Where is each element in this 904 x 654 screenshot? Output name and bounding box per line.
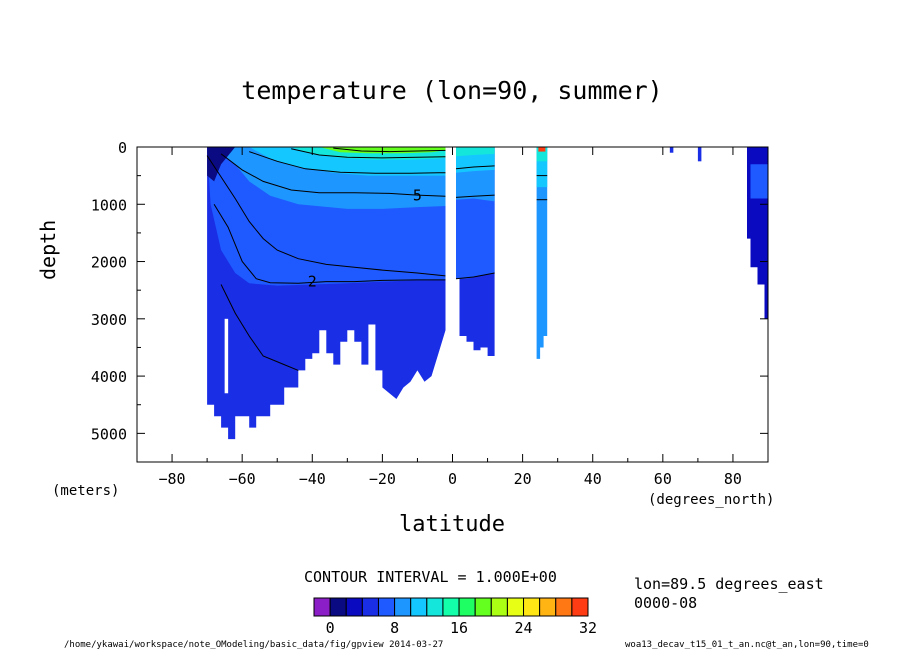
y-tick-label: 1000 (91, 196, 127, 214)
colorbar-swatch (426, 597, 444, 617)
x-tick-label: 60 (654, 470, 672, 488)
time-info: 0000-08 (634, 594, 698, 612)
y-tick-label: 0 (118, 139, 127, 157)
shelf-patch-70 (697, 147, 702, 162)
y-tick-label: 4000 (91, 368, 127, 386)
antarctic-shelf-region (207, 147, 236, 182)
x-tick-label: 80 (724, 470, 742, 488)
contour-line-2 (220, 284, 299, 371)
x-tick-label: 40 (584, 470, 602, 488)
x-tick-label: 0 (448, 470, 457, 488)
footer-source: woa13_decav_t15_01_t_an.nc@t_an,lon=90,t… (625, 640, 869, 650)
contour-label-0: 2 (308, 273, 317, 291)
contour-interval: CONTOUR INTERVAL = 1.000E+00 (304, 568, 557, 586)
temperature-field (207, 147, 768, 440)
colorbar-swatch (345, 597, 363, 617)
colorbar-label: 16 (450, 619, 468, 637)
contour-line-8 (455, 272, 495, 280)
ridge-gap (224, 318, 229, 394)
contour-line-0 (206, 155, 446, 277)
colorbar-swatch (506, 597, 525, 617)
contour-line-5 (291, 148, 446, 159)
colorbar-swatch (410, 597, 428, 617)
contour-line-7 (455, 194, 495, 198)
y-tick-label: 2000 (91, 254, 127, 272)
y-tick-label: 5000 (91, 425, 127, 443)
contour-lines (206, 147, 548, 371)
colorbar-swatch (361, 597, 379, 617)
shelf-patch-62 (669, 147, 674, 153)
chart-title: temperature (lon=90, summer) (241, 76, 663, 105)
colorbar-swatch (394, 597, 412, 617)
contour-label-1: 5 (413, 187, 422, 205)
x-tick-label: −20 (369, 470, 396, 488)
colorbar-swatch (458, 597, 476, 617)
y-axis: 0 1000 2000 3000 4000 5000 (91, 139, 768, 443)
y-axis-label: depth (36, 219, 60, 280)
longitude-info: lon=89.5 degrees_east (634, 575, 824, 593)
contour-labels: 25 (308, 187, 422, 291)
contour-line-4 (249, 151, 446, 174)
seamount-column (214, 330, 218, 382)
y-axis-units: (meters) (52, 483, 120, 499)
x-tick-label: −80 (159, 470, 186, 488)
colorbar-swatch (313, 597, 331, 617)
colorbar-swatch (571, 597, 589, 617)
bay-of-bengal-warm (456, 147, 495, 157)
x-tick-label: 20 (514, 470, 532, 488)
contour-line-1 (213, 204, 446, 284)
colorbar-swatch (523, 597, 541, 617)
x-axis-units: (degrees_north) (648, 492, 775, 508)
colorbar-label: 8 (390, 619, 399, 637)
contour-line-6 (333, 147, 446, 153)
colorbar-label: 24 (514, 619, 532, 637)
arabian-surface (538, 147, 546, 152)
x-tick-label: −40 (299, 470, 326, 488)
y-tick-label: 3000 (91, 311, 127, 329)
x-axis: −80 −60 −40 −20 0 20 40 60 80 (136, 147, 769, 488)
colorbar-label: 0 (326, 619, 335, 637)
contour-line-9 (455, 165, 495, 170)
colorbar-swatch (442, 597, 460, 617)
colorbar-swatch (490, 597, 508, 617)
colorbar-swatch (377, 597, 396, 617)
colorbar-swatch (539, 597, 557, 617)
x-axis-label: latitude (399, 512, 505, 537)
colorbar-swatch (329, 597, 347, 617)
colorbar-swatch (555, 597, 573, 617)
colorbar-swatch (474, 597, 492, 617)
arctic-upper (750, 164, 768, 199)
footer-path: /home/ykawai/workspace/note_OModeling/ba… (64, 640, 444, 650)
contour-line-3 (220, 153, 446, 197)
colorbar: 0 8 16 24 32 (313, 597, 597, 637)
x-tick-label: −60 (229, 470, 256, 488)
colorbar-label: 32 (579, 619, 597, 637)
